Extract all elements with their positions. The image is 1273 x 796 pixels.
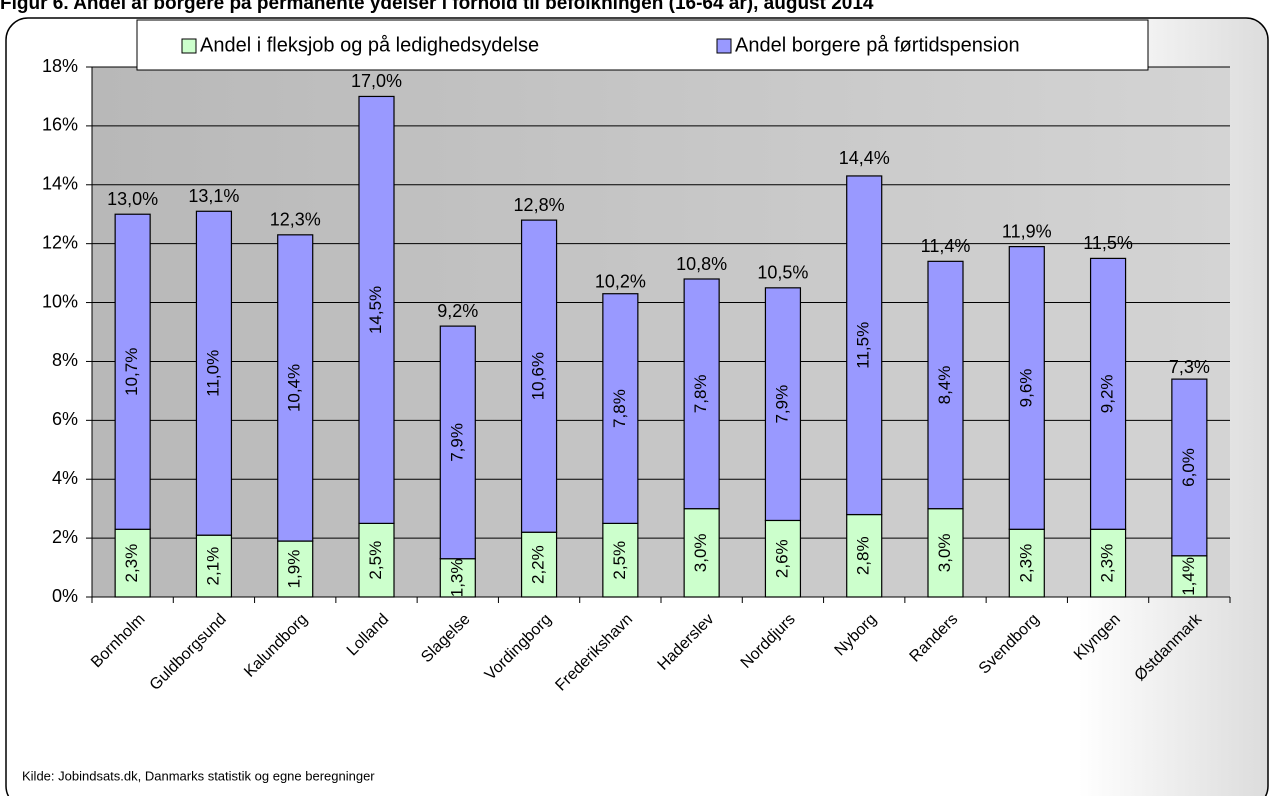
segment-label: 2,3% bbox=[1098, 544, 1117, 583]
bar-segment bbox=[277, 540, 314, 598]
segment-label: 11,0% bbox=[203, 350, 222, 397]
y-tick-label: 8% bbox=[52, 350, 78, 370]
y-tick-label: 2% bbox=[52, 527, 78, 547]
total-label: 11,9% bbox=[1002, 221, 1052, 241]
y-tick-label: 14% bbox=[42, 174, 78, 194]
bar-segment bbox=[927, 508, 964, 598]
segment-label: 7,9% bbox=[772, 385, 791, 424]
total-label: 10,2% bbox=[595, 271, 646, 291]
segment-label: 10,4% bbox=[285, 364, 304, 412]
total-label: 17,0% bbox=[351, 71, 402, 91]
legend-swatch bbox=[716, 38, 732, 54]
segment-label: 1,3% bbox=[447, 558, 466, 597]
total-label: 11,4% bbox=[921, 236, 971, 256]
segment-label: 7,8% bbox=[610, 389, 629, 428]
source-note: Kilde: Jobindsats.dk, Danmarks statistik… bbox=[22, 768, 375, 783]
legend-label: Andel i fleksjob og på ledighedsydelse bbox=[200, 34, 539, 56]
total-label: 11,5% bbox=[1083, 233, 1133, 253]
bar-segment bbox=[602, 293, 639, 524]
segment-label: 7,8% bbox=[691, 374, 710, 413]
bar-segment bbox=[683, 508, 720, 598]
total-label: 10,8% bbox=[676, 254, 727, 274]
bar-segment bbox=[439, 558, 476, 598]
y-tick-label: 4% bbox=[52, 468, 78, 488]
bar-segment bbox=[846, 175, 883, 516]
bar-segment bbox=[439, 325, 476, 560]
segment-label: 2,5% bbox=[610, 541, 629, 580]
total-label: 7,3% bbox=[1169, 357, 1210, 377]
segment-label: 1,4% bbox=[1179, 557, 1198, 596]
bar-segment bbox=[358, 522, 395, 598]
total-label: 12,3% bbox=[270, 210, 321, 230]
segment-label: 2,8% bbox=[854, 536, 873, 575]
bar-segment bbox=[1008, 528, 1045, 598]
bar-segment bbox=[1089, 528, 1127, 598]
y-tick-label: 6% bbox=[52, 409, 78, 429]
y-tick-label: 16% bbox=[42, 115, 78, 135]
y-tick-label: 0% bbox=[52, 586, 78, 606]
bar-segment bbox=[764, 287, 802, 522]
total-label: 13,0% bbox=[107, 189, 158, 209]
segment-label: 9,2% bbox=[1098, 374, 1117, 413]
segment-label: 2,5% bbox=[366, 541, 385, 580]
bar-segment bbox=[520, 531, 558, 598]
segment-label: 3,0% bbox=[691, 533, 710, 572]
bar-segment bbox=[764, 519, 802, 598]
bar-segment bbox=[1171, 378, 1208, 557]
bar-segment bbox=[927, 260, 964, 510]
total-label: 9,2% bbox=[437, 301, 478, 321]
total-label: 10,5% bbox=[757, 263, 808, 283]
segment-label: 8,4% bbox=[935, 366, 954, 405]
bar-segment bbox=[1089, 257, 1127, 530]
segment-label: 1,9% bbox=[285, 550, 304, 589]
total-label: 14,4% bbox=[839, 148, 890, 168]
bar-segment bbox=[683, 278, 720, 510]
segment-label: 10,6% bbox=[529, 352, 548, 400]
segment-label: 2,1% bbox=[203, 547, 222, 586]
segment-label: 10,7% bbox=[122, 348, 141, 396]
bar-segment bbox=[114, 528, 151, 598]
y-tick-label: 18% bbox=[42, 56, 78, 76]
total-label: 13,1% bbox=[188, 186, 239, 206]
segment-label: 9,6% bbox=[1016, 369, 1035, 408]
bar-segment bbox=[195, 210, 233, 536]
legend-swatch bbox=[181, 38, 197, 54]
segment-label: 3,0% bbox=[935, 533, 954, 572]
segment-label: 6,0% bbox=[1179, 448, 1198, 487]
legend-label: Andel borgere på førtidspension bbox=[735, 34, 1020, 56]
bar-segment bbox=[195, 534, 233, 598]
segment-label: 11,5% bbox=[854, 322, 873, 369]
y-tick-label: 10% bbox=[42, 291, 78, 311]
chart-title: Figur 6. Andel af borgere på permanente … bbox=[0, 0, 874, 14]
legend-box bbox=[136, 19, 1149, 71]
segment-label: 14,5% bbox=[366, 286, 385, 334]
bar-segment bbox=[114, 213, 151, 530]
segment-label: 2,3% bbox=[122, 544, 141, 583]
segment-label: 2,3% bbox=[1016, 544, 1035, 583]
total-label: 12,8% bbox=[514, 195, 565, 215]
bar-segment bbox=[358, 95, 395, 524]
bar-segment bbox=[277, 234, 314, 542]
segment-label: 2,2% bbox=[529, 545, 548, 584]
y-tick-label: 12% bbox=[42, 232, 78, 252]
plot-background bbox=[92, 67, 1230, 597]
segment-label: 7,9% bbox=[447, 423, 466, 462]
bar-segment bbox=[520, 219, 558, 533]
bar-segment bbox=[1008, 246, 1045, 530]
segment-label: 2,6% bbox=[772, 539, 791, 578]
